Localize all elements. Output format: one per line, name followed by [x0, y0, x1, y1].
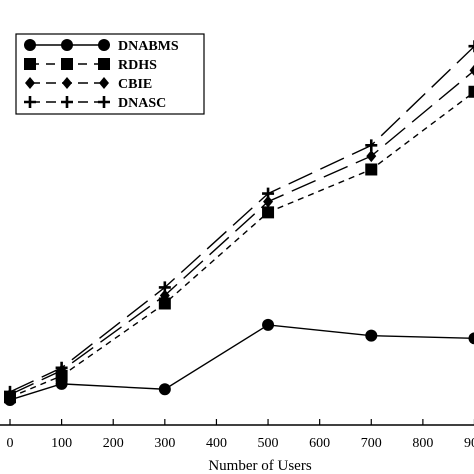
x-tick-label: 900	[464, 436, 474, 451]
legend-box	[15, 33, 205, 115]
series-lines	[9, 45, 474, 401]
legend-marker	[98, 96, 110, 108]
legend-items: DNABMS RDHS CBIE DNASC	[24, 39, 179, 111]
point-rdhs	[158, 297, 171, 310]
legend-label: RDHS	[118, 58, 157, 73]
point-dnasc	[55, 361, 68, 374]
point-cbie	[469, 64, 474, 76]
legend-entry-cbie: CBIE	[25, 77, 152, 92]
legend-entry-dnabms: DNABMS	[24, 39, 179, 54]
legend: DNABMS RDHS CBIE DNASC	[15, 33, 205, 115]
x-tick-label: 0	[7, 436, 14, 451]
legend-entry-rdhs: RDHS	[24, 58, 157, 73]
legend-label: DNABMS	[118, 39, 179, 54]
x-tick-label: 300	[154, 436, 175, 451]
point-dnabms	[158, 383, 171, 396]
point-dnasc	[468, 40, 474, 53]
series-line-cbie	[9, 69, 474, 396]
point-dnasc	[4, 385, 16, 398]
x-axis-ticks: 0 100 200 300 400 500 600 700 800 900	[7, 419, 474, 451]
legend-marker	[24, 96, 36, 108]
x-axis-label: Number of Users	[208, 458, 311, 474]
x-tick-label: 200	[103, 436, 124, 451]
legend-marker	[24, 58, 36, 70]
point-cbie	[263, 195, 274, 208]
legend-marker	[99, 77, 109, 89]
legend-marker	[61, 58, 73, 70]
x-tick-label: 800	[412, 436, 433, 451]
x-tick-label: 400	[206, 436, 227, 451]
legend-marker	[61, 96, 73, 108]
plot-frame	[0, 424, 474, 426]
point-rdhs	[365, 163, 378, 176]
point-cbie	[159, 289, 170, 302]
series-line-dnabms	[9, 324, 474, 401]
point-dnasc	[262, 187, 275, 200]
point-dnabms	[468, 332, 474, 345]
series-line-rdhs	[9, 91, 474, 398]
x-tick-label: 700	[361, 436, 382, 451]
legend-marker	[98, 58, 110, 70]
series-line-dnasc	[9, 45, 474, 393]
legend-marker	[24, 39, 36, 51]
legend-entry-dnasc: DNASC	[24, 96, 166, 111]
x-tick-label: 500	[258, 436, 279, 451]
point-cbie	[366, 150, 377, 163]
legend-label: DNASC	[118, 96, 166, 111]
x-tick-label: 600	[309, 436, 330, 451]
point-dnasc	[158, 281, 171, 294]
x-tick-label: 100	[51, 436, 72, 451]
legend-marker	[98, 39, 110, 51]
point-rdhs	[468, 85, 474, 98]
series-markers	[4, 40, 474, 406]
legend-label: CBIE	[118, 77, 152, 92]
point-dnabms	[262, 318, 275, 331]
legend-marker	[25, 77, 35, 89]
point-dnabms	[365, 329, 378, 342]
legend-marker	[61, 39, 73, 51]
legend-marker	[62, 77, 72, 89]
point-dnasc	[365, 139, 378, 152]
point-rdhs	[262, 206, 275, 219]
